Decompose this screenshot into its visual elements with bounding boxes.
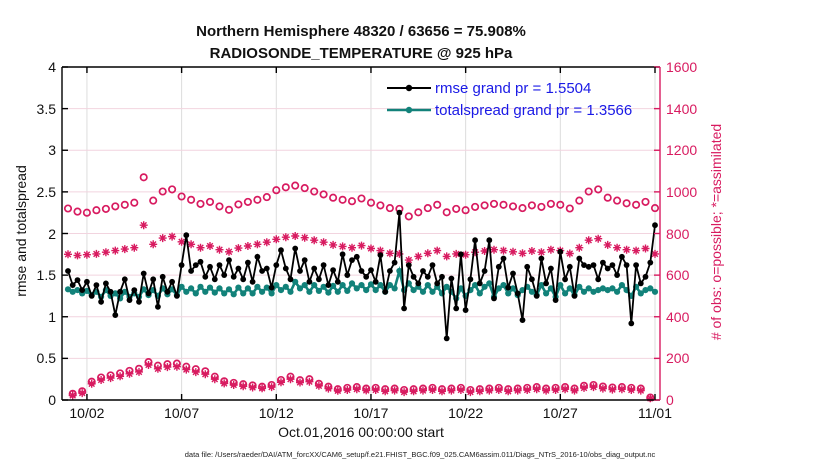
y-left-tick-label: 2.5 xyxy=(36,183,56,200)
y-left-tick-label: 3.5 xyxy=(36,100,56,117)
legend-rmse-swatch xyxy=(387,84,431,92)
data-file-caption: data file: /Users/raeder/DAI/ATM_forcXX/… xyxy=(184,450,656,459)
legend-totalspread-swatch-marker xyxy=(405,106,413,114)
y-right-tick-label: 1600 xyxy=(666,59,698,75)
y-right-tick-label: 1000 xyxy=(666,183,698,200)
y-right-tick-label: 200 xyxy=(666,350,690,367)
legend-rmse-label: rmse grand pr = 1.5504 xyxy=(435,79,592,97)
x-tick-label: 10/07 xyxy=(164,405,200,421)
y-right-tick-label: 1200 xyxy=(666,142,698,159)
legend-totalspread-swatch xyxy=(387,106,431,114)
gridlines xyxy=(62,67,660,400)
y-left-tick-label: 1 xyxy=(48,308,56,325)
axes xyxy=(61,66,661,401)
legend-entry-totalspread: totalspread grand pr = 1.3566 xyxy=(386,101,632,119)
y-right-tick-label: 1400 xyxy=(666,100,698,117)
x-tick-label: 10/02 xyxy=(69,405,105,421)
y-left-tick-label: 1.5 xyxy=(36,267,56,284)
x-tick-label: 10/22 xyxy=(448,405,484,421)
y-left-tick-label: 3 xyxy=(48,142,56,159)
x-tick-label: 10/12 xyxy=(258,405,294,421)
rmse-line-series xyxy=(65,209,658,342)
figure-subtitle: RADIOSONDE_TEMPERATURE @ 925 hPa xyxy=(209,45,513,62)
x-tick-label: 11/01 xyxy=(638,405,672,421)
figure-title: Northern Hemisphere 48320 / 63656 = 75.9… xyxy=(196,23,526,40)
x-tick-label: 10/27 xyxy=(542,405,578,421)
y-right-tick-label: 800 xyxy=(666,225,690,242)
y-left-tick-label: 2 xyxy=(48,225,56,242)
legend-rmse-swatch-marker xyxy=(405,84,413,92)
legend-totalspread-label: totalspread grand pr = 1.3566 xyxy=(435,101,633,119)
y-left-tick-label: 4 xyxy=(48,59,56,75)
x-tick-label: 10/17 xyxy=(353,405,389,421)
x-axis-label: Oct.01,2016 00:00:00 start xyxy=(278,424,444,440)
y-right-tick-label: 0 xyxy=(666,392,674,408)
assimilated-obs-markers xyxy=(64,221,659,403)
y-right-tick-label: 600 xyxy=(666,267,690,284)
y-right-tick-label: 400 xyxy=(666,308,690,325)
y-left-tick-label: 0 xyxy=(48,392,56,408)
y-left-tick-label: 0.5 xyxy=(36,350,56,367)
y-axis-label-right: # of obs: o=possible; *=assimilated xyxy=(708,123,724,341)
legend-entry-rmse: rmse grand pr = 1.5504 xyxy=(386,79,591,97)
